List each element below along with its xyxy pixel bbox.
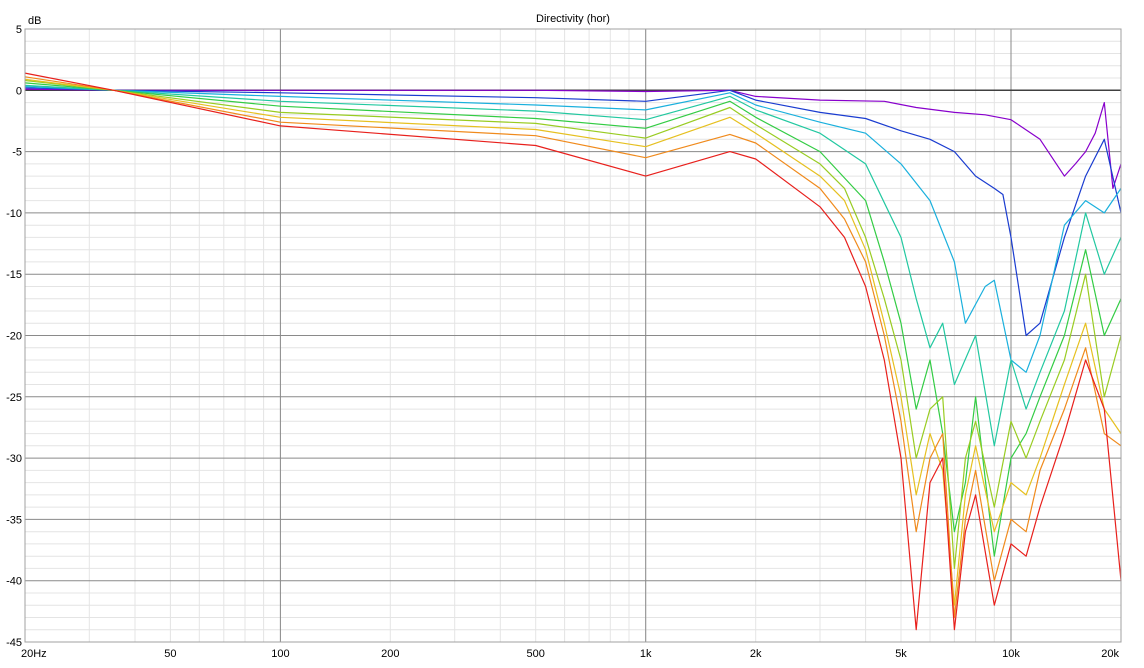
- x-tick-label: 10k: [1002, 648, 1020, 660]
- y-tick-label: -10: [6, 208, 22, 220]
- series-line-4: [24, 84, 1122, 447]
- x-tick-label: 500: [527, 648, 545, 660]
- series-line-7: [24, 78, 1122, 606]
- y-tick-label: -40: [6, 576, 22, 588]
- x-tick-label: 100: [271, 648, 289, 660]
- x-tick-label: 1k: [640, 648, 652, 660]
- y-tick-label: -35: [6, 514, 22, 526]
- series-line-5: [24, 82, 1122, 557]
- y-tick-label: -15: [6, 269, 22, 281]
- y-tick-label: 0: [16, 85, 22, 97]
- y-tick-labels: 5 0 -5 -10 -15 -20 -25 -30 -35 -40 -45: [6, 24, 22, 649]
- series-lines: [24, 72, 1122, 631]
- plot-frame: [24, 28, 1122, 643]
- x-tick-label: 50: [164, 648, 176, 660]
- x-tick-label: 200: [381, 648, 399, 660]
- y-tick-label: -20: [6, 331, 22, 343]
- y-tick-label: -25: [6, 392, 22, 404]
- series-line-3: [24, 86, 1122, 373]
- x-tick-label: 5k: [895, 648, 907, 660]
- series-line-9: [24, 72, 1122, 631]
- y-tick-label: 5: [16, 24, 22, 36]
- y-tick-label: -5: [12, 147, 22, 159]
- chart-title: Directivity (hor): [536, 13, 610, 25]
- y-tick-label: -45: [6, 637, 22, 649]
- x-tick-label: 2k: [750, 648, 762, 660]
- series-line-6: [24, 79, 1122, 569]
- series-line-8: [24, 76, 1122, 619]
- y-tick-label: -30: [6, 453, 22, 465]
- x-tick-labels: 20Hz 50 100 200 500 1k 2k 5k 10k 20k: [21, 648, 1119, 660]
- y-axis-unit-label: dB: [28, 15, 41, 27]
- x-tick-label: 20k: [1101, 648, 1119, 660]
- x-tick-label: 20Hz: [21, 648, 47, 660]
- series-line-1: [24, 88, 1122, 189]
